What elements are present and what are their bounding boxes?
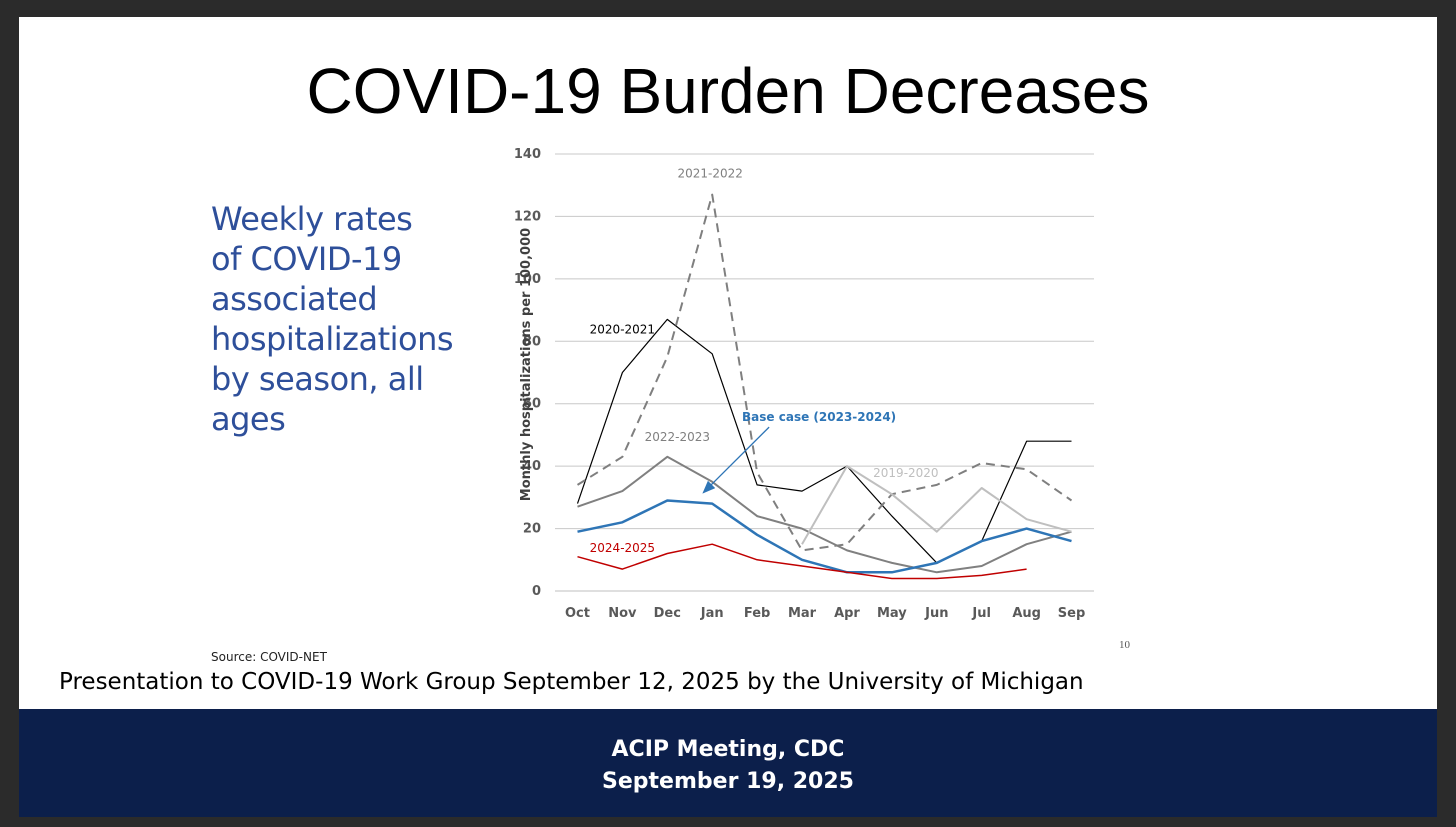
y-tick-label: 40 [523, 459, 541, 474]
footer-line-2: September 19, 2025 [602, 769, 854, 794]
footer-line-1: ACIP Meeting, CDC [611, 737, 845, 762]
series-line [577, 455, 1072, 574]
y-axis-label: Monthly hospitalizations per 100,000 [519, 228, 534, 501]
series-line [801, 465, 1072, 545]
x-tick-label: Feb [744, 606, 770, 621]
x-tick-label: Sep [1058, 606, 1086, 621]
line-chart: 0 20 40 60 80 100 120 140 Oct Nov Dec Jan Feb Mar Apr M… [514, 147, 1094, 621]
series-line [576, 318, 1072, 564]
x-tick-label: Jul [971, 606, 991, 621]
series-label: 2021-2022 [677, 166, 742, 180]
x-tick-label: Aug [1012, 606, 1041, 621]
source-note: Source: COVID-NET [211, 650, 327, 664]
series-line [576, 193, 1073, 552]
x-tick-label: Nov [608, 606, 637, 621]
series-label: 2020-2021 [590, 322, 655, 336]
y-tick-label: 60 [523, 397, 541, 412]
x-tick-label: Mar [788, 606, 817, 621]
x-tick-label: Apr [834, 606, 860, 621]
side-description: Weekly rates of COVID-19 associated hosp… [211, 200, 454, 438]
x-tick-label: May [877, 606, 907, 621]
y-tick-label: 80 [523, 334, 541, 349]
page-number: 10 [1119, 639, 1130, 651]
y-tick-label: 120 [514, 209, 541, 224]
x-tick-label: Dec [654, 606, 681, 621]
series-label: 2024-2025 [590, 541, 655, 555]
y-tick-label: 140 [514, 147, 541, 162]
y-tick-label: 100 [514, 272, 541, 287]
series-label: 2019-2020 [873, 466, 938, 480]
series-line [577, 543, 1027, 580]
x-tick-label: Jun [924, 606, 948, 621]
y-tick-label: 20 [523, 522, 541, 537]
series-label: 2022-2023 [645, 430, 710, 444]
x-tick-label: Jan [700, 606, 724, 621]
y-tick-label: 0 [532, 584, 541, 599]
series-label: Base case (2023-2024) [742, 410, 896, 424]
footer-banner: ACIP Meeting, CDC September 19, 2025 [19, 709, 1437, 817]
slide-title: COVID-19 Burden Decreases [306, 55, 1150, 127]
x-tick-label: Oct [565, 606, 590, 621]
slide: COVID-19 Burden Decreases Weekly rates o… [19, 17, 1437, 817]
presentation-note: Presentation to COVID-19 Work Group Sept… [59, 669, 1084, 695]
series-line [577, 499, 1072, 574]
annotation-arrow [702, 426, 770, 494]
